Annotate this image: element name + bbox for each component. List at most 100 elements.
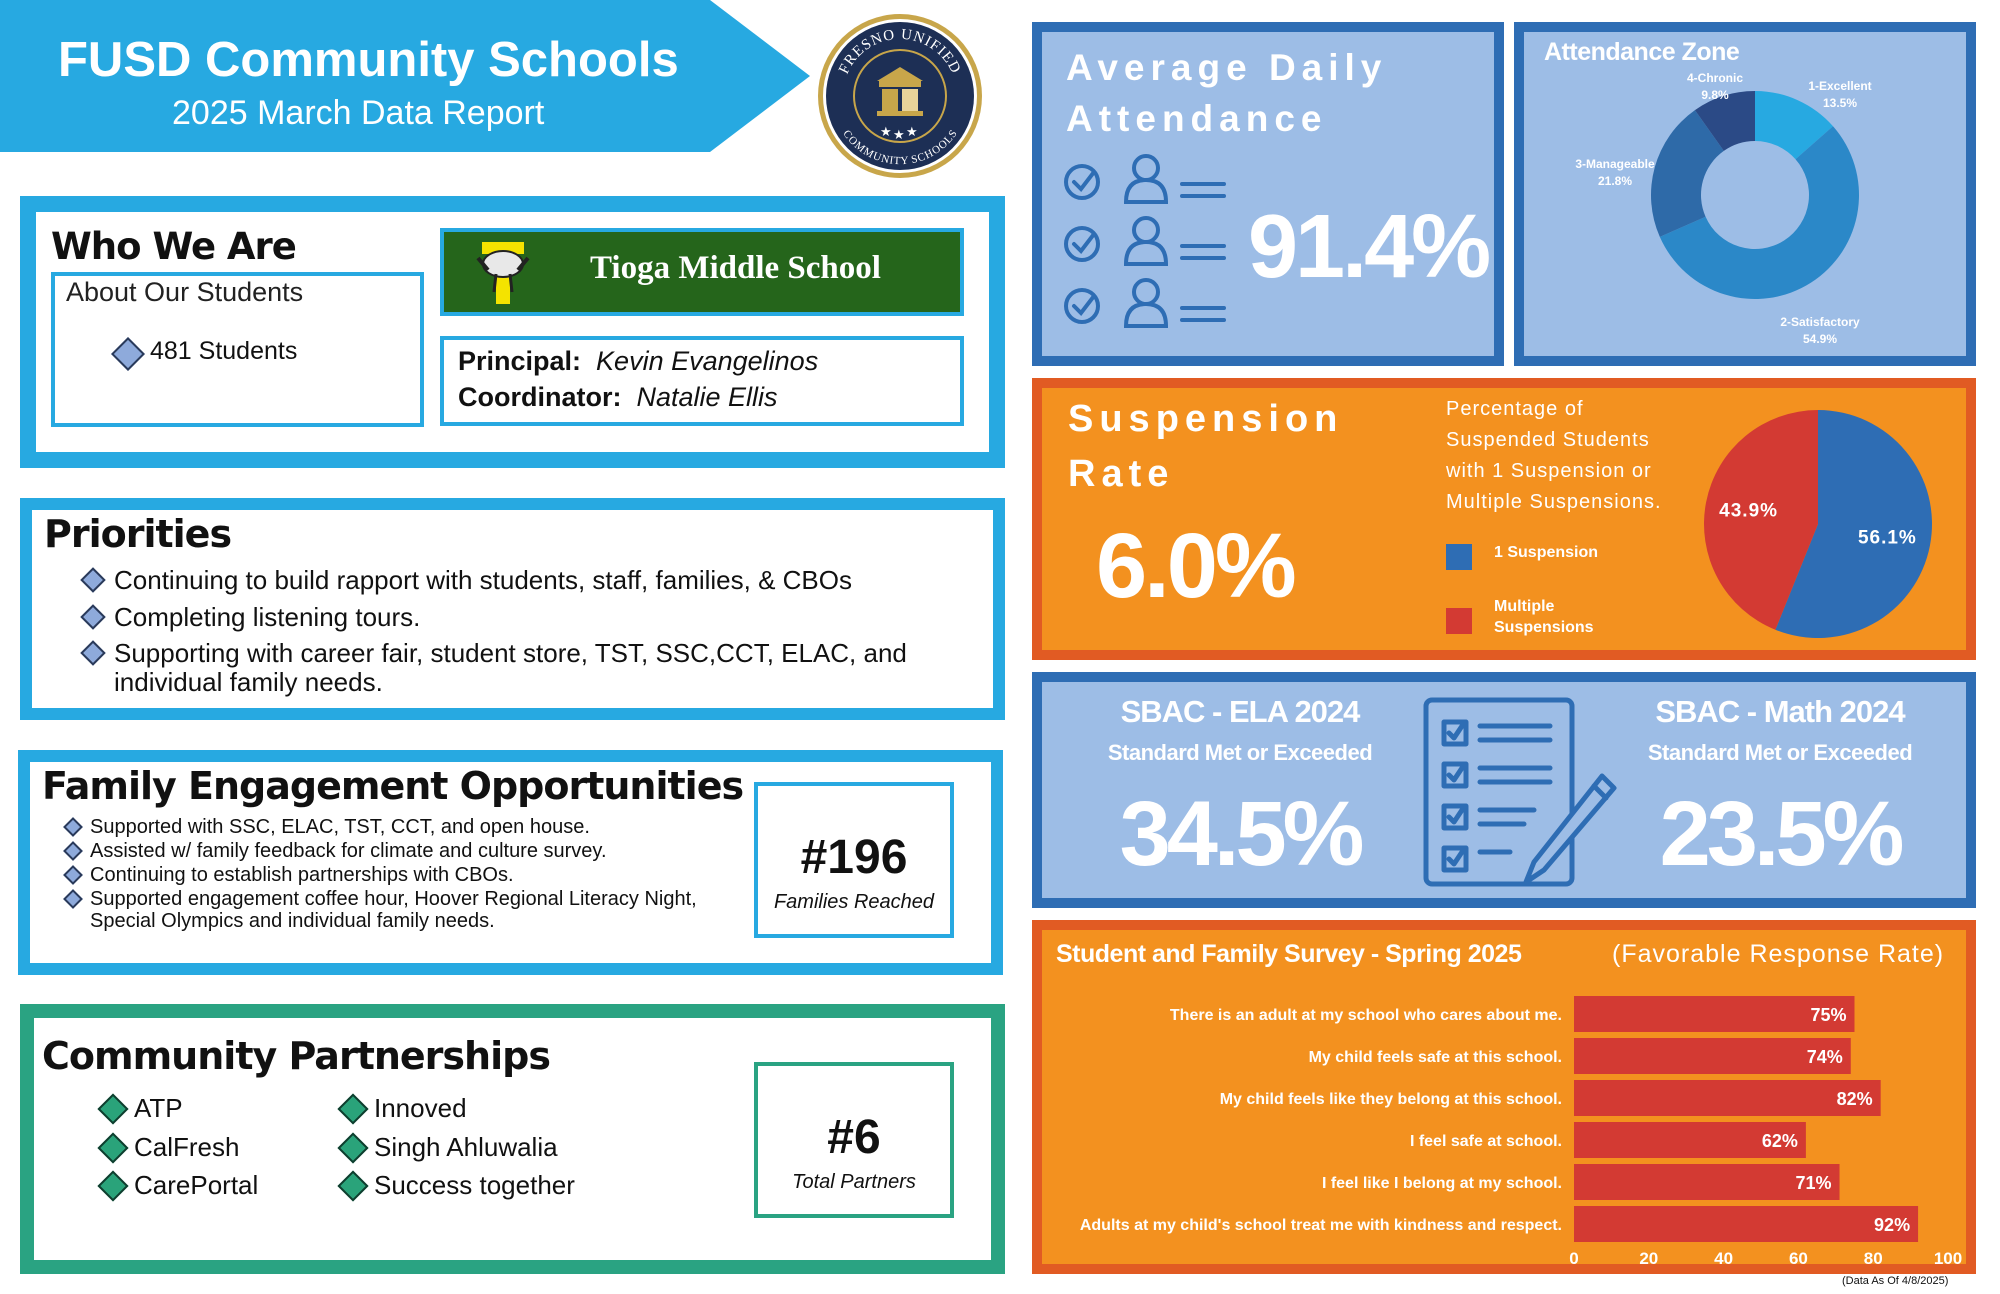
survey-value-label: 71% <box>1796 1173 1832 1193</box>
sbac-ela-subtitle: Standard Met or Exceeded <box>1107 740 1373 765</box>
attendance-zone-title: Attendance Zone <box>1544 38 1740 66</box>
list-item: Success together <box>336 1170 575 1202</box>
school-name: Tioga Middle School <box>590 250 881 286</box>
list-item: Completing listening tours. <box>78 601 978 632</box>
legend-item: 1 Suspension <box>1446 540 1646 594</box>
slice-category-label: 1-Excellent <box>1808 79 1871 93</box>
partners-column-1: ATP CalFresh CarePortal <box>96 1093 259 1210</box>
total-partners-value: #6 <box>827 1111 881 1164</box>
who-we-are-panel <box>20 196 1005 468</box>
survey-category-label: Adults at my child's school treat me wit… <box>1080 1217 1562 1234</box>
diamond-bullet-icon <box>80 567 106 593</box>
survey-bar-chart: There is an adult at my school who cares… <box>1042 982 1966 1268</box>
suspension-desc-line: Suspended Students <box>1446 429 1650 451</box>
survey-bar <box>1574 996 1855 1032</box>
survey-category-label: My child feels safe at this school. <box>1309 1049 1562 1066</box>
list-item: Supporting with career fair, student sto… <box>78 639 978 696</box>
school-mascot-logo <box>468 238 538 306</box>
slice-category-label: 2-Satisfactory <box>1780 315 1860 329</box>
partner-name: Success together <box>374 1170 575 1201</box>
donut-slice <box>1755 91 1834 160</box>
attendance-zone-donut-chart: 1-Excellent 13.5% 2-Satisfactory 54.9% 3-Man… <box>1530 60 1970 360</box>
survey-bar <box>1574 1206 1919 1242</box>
survey-category-label: I feel like I belong at my school. <box>1322 1175 1562 1192</box>
staff-box <box>440 336 964 426</box>
pie-value-label: 56.1% <box>1858 527 1917 548</box>
average-daily-attendance-panel <box>1032 22 1504 366</box>
header-banner <box>0 0 810 152</box>
principal-name: Kevin Evangelinos <box>596 346 819 376</box>
survey-value-label: 92% <box>1874 1215 1910 1235</box>
slice-value-label: 21.8% <box>1598 174 1632 188</box>
diamond-bullet-icon <box>63 865 83 885</box>
list-item: Supported engagement coffee hour, Hoover… <box>62 888 742 932</box>
diamond-bullet-icon <box>337 1132 369 1164</box>
ada-value: 91.4% <box>1248 197 1491 297</box>
slice-value-label: 13.5% <box>1823 96 1857 110</box>
engagement-text: Supported engagement coffee hour, Hoover… <box>90 888 697 932</box>
suspension-desc-line: Percentage of <box>1446 398 1584 420</box>
sbac-panel <box>1032 672 1976 908</box>
pie-value-label: 43.9% <box>1719 501 1778 522</box>
partner-name: CarePortal <box>134 1170 259 1201</box>
list-item: Singh Ahluwalia <box>336 1132 575 1164</box>
survey-category-label: There is an adult at my school who cares… <box>1170 1007 1562 1024</box>
x-tick-label: 40 <box>1714 1249 1733 1268</box>
svg-text:★: ★ <box>880 125 892 140</box>
diamond-bullet-icon <box>63 841 83 861</box>
page-title: FUSD Community Schools <box>58 33 679 87</box>
donut-slice <box>1651 110 1724 237</box>
legend-label: Multiple Suspensions <box>1494 598 1594 636</box>
legend-swatch-one-suspension <box>1446 544 1472 570</box>
x-tick-label: 60 <box>1789 1249 1808 1268</box>
svg-text:★: ★ <box>906 125 918 140</box>
diamond-bullet-icon <box>63 817 83 837</box>
diamond-bullet-icon <box>97 1132 129 1164</box>
principal-line: Principal: Kevin Evangelinos <box>458 346 818 377</box>
list-item: Innoved <box>336 1093 575 1125</box>
survey-value-label: 75% <box>1810 1005 1846 1025</box>
engagement-text: Supported with SSC, ELAC, TST, CCT, and … <box>90 816 590 838</box>
school-banner <box>440 228 964 316</box>
suspension-legend: 1 Suspension Multiple Suspensions <box>1446 540 1646 648</box>
community-partnerships-title: Community Partnerships <box>42 1034 551 1078</box>
diamond-bullet-icon <box>97 1170 129 1202</box>
suspension-value: 6.0% <box>1096 515 1297 617</box>
suspension-title: Suspension Rate <box>1068 392 1343 502</box>
attendance-zone-panel <box>1514 22 1976 366</box>
ada-title-line-1: Average Daily <box>1066 47 1388 88</box>
family-engagement-title: Family Engagement Opportunities <box>42 764 744 808</box>
survey-value-label: 82% <box>1837 1089 1873 1109</box>
diamond-bullet-icon <box>337 1093 369 1125</box>
priorities-panel <box>20 498 1005 720</box>
survey-title: Student and Family Survey - Spring 2025 <box>1056 940 1522 968</box>
about-students-box <box>51 272 424 427</box>
engagement-text: Assisted w/ family feedback for climate … <box>90 840 607 862</box>
legend-item: Multiple Suspensions <box>1446 594 1646 648</box>
data-date-footnote: (Data As Of 4/8/2025) <box>1842 1275 1949 1287</box>
legend-swatch-multiple-suspensions <box>1446 608 1472 634</box>
survey-category-label: I feel safe at school. <box>1410 1133 1562 1150</box>
survey-value-label: 62% <box>1762 1131 1798 1151</box>
total-partners-label: Total Partners <box>792 1171 916 1193</box>
donut-slice <box>1694 91 1755 151</box>
family-engagement-list: Supported with SSC, ELAC, TST, CCT, and … <box>62 816 742 934</box>
fusd-community-schools-logo: FRESNO UNIFIED COMMUNITY SCHOOLS ★ ★ ★ <box>815 11 985 181</box>
priority-text: Completing listening tours. <box>114 601 421 632</box>
ada-title-line-2: Attendance <box>1066 98 1328 139</box>
suspension-desc-line: with 1 Suspension or <box>1446 460 1652 482</box>
sbac-math-value: 23.5% <box>1659 783 1905 885</box>
total-partners-box: #6 Total Partners <box>754 1062 954 1218</box>
list-item: Continuing to build rapport with student… <box>78 566 978 595</box>
partner-name: Innoved <box>374 1093 467 1123</box>
family-engagement-panel <box>18 750 1003 975</box>
student-count: 481 Students <box>108 337 297 371</box>
families-reached-value: #196 <box>800 831 908 884</box>
partner-name: ATP <box>134 1093 183 1123</box>
survey-value-label: 74% <box>1807 1047 1843 1067</box>
survey-category-label: My child feels like they belong at this … <box>1220 1091 1562 1108</box>
survey-note: (Favorable Response Rate) <box>1612 940 1945 968</box>
checklist-pencil-icon <box>1414 692 1624 892</box>
families-reached-box: #196 Families Reached <box>754 782 954 938</box>
list-item: ATP <box>96 1093 258 1125</box>
